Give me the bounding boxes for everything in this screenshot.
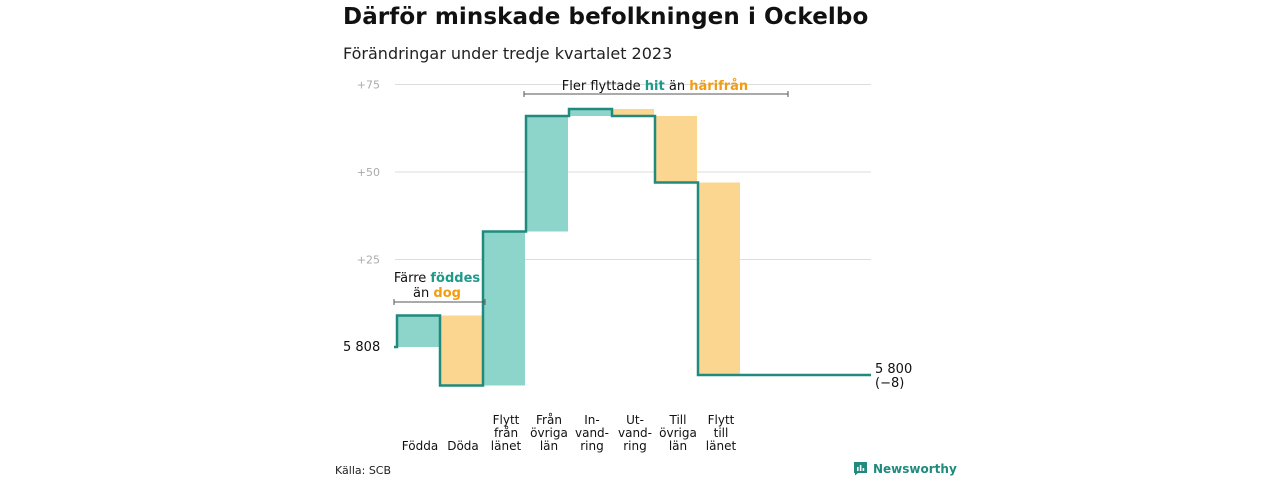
births-annotation-line2: än dog (413, 286, 461, 301)
waterfall-bar (569, 109, 611, 116)
y-tick-label: +75 (357, 79, 380, 92)
waterfall-bar (483, 231, 525, 386)
waterfall-bar (440, 315, 482, 386)
category-label: Döda (447, 439, 479, 453)
births-annotation-line1: Färre föddes (394, 271, 481, 286)
category-label: Ut- (626, 413, 644, 427)
category-label: övriga (530, 426, 568, 440)
category-label: ring (580, 439, 604, 453)
cumulative-step-line (394, 107, 871, 387)
category-label: länet (706, 439, 737, 453)
category-label: Flytt (708, 413, 735, 427)
category-label: ring (623, 439, 647, 453)
moves-annotation: Fler flyttade hit än härifrån (562, 79, 748, 94)
waterfall-bar (526, 116, 568, 232)
newsworthy-logo-icon (854, 462, 867, 476)
category-label: länet (491, 439, 522, 453)
brand-name: Newsworthy (873, 461, 957, 476)
category-label: vand- (618, 426, 652, 440)
chart-title: Därför minskade befolkningen i Ockelbo (343, 4, 869, 30)
chart-subtitle: Förändringar under tredje kvartalet 2023 (343, 44, 673, 63)
category-label: Flytt (493, 413, 520, 427)
waterfall-bar (655, 116, 697, 183)
y-tick-label: +50 (357, 166, 380, 179)
category-label: Från (536, 413, 562, 427)
waterfall-bar (698, 182, 740, 375)
category-label: till (714, 426, 729, 440)
waterfall-bar (397, 315, 439, 347)
net-change-label: (−8) (875, 376, 904, 391)
y-tick-label: +25 (357, 254, 380, 267)
category-label: vand- (575, 426, 609, 440)
brand-logo: Newsworthy (853, 461, 957, 476)
start-value-label: 5 808 (343, 340, 380, 355)
source-note: Källa: SCB (335, 464, 392, 477)
category-label: Födda (402, 439, 438, 453)
category-label: Till (669, 413, 687, 427)
waterfall-bar (612, 109, 654, 116)
category-label: län (540, 439, 558, 453)
category-label: övriga (659, 426, 697, 440)
category-label: län (669, 439, 687, 453)
end-value-label: 5 800 (875, 362, 912, 377)
category-label: In- (584, 413, 599, 427)
category-label: från (494, 426, 518, 440)
